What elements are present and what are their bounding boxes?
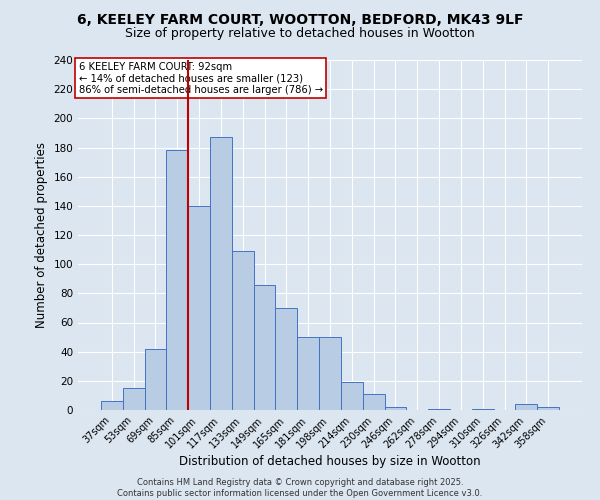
X-axis label: Distribution of detached houses by size in Wootton: Distribution of detached houses by size … <box>179 456 481 468</box>
Bar <box>101 401 123 410</box>
Text: 6, KEELEY FARM COURT, WOOTTON, BEDFORD, MK43 9LF: 6, KEELEY FARM COURT, WOOTTON, BEDFORD, … <box>77 12 523 26</box>
Text: Contains HM Land Registry data © Crown copyright and database right 2025.
Contai: Contains HM Land Registry data © Crown c… <box>118 478 482 498</box>
Bar <box>341 382 363 410</box>
Text: Size of property relative to detached houses in Wootton: Size of property relative to detached ho… <box>125 28 475 40</box>
Bar <box>537 407 559 410</box>
Bar <box>188 206 210 410</box>
Bar <box>385 407 406 410</box>
Bar <box>210 138 232 410</box>
Bar <box>515 404 537 410</box>
Bar <box>428 408 450 410</box>
Bar <box>254 284 275 410</box>
Bar <box>363 394 385 410</box>
Bar <box>319 337 341 410</box>
Bar <box>275 308 297 410</box>
Bar <box>123 388 145 410</box>
Bar <box>472 408 494 410</box>
Y-axis label: Number of detached properties: Number of detached properties <box>35 142 48 328</box>
Bar <box>232 251 254 410</box>
Bar <box>166 150 188 410</box>
Text: 6 KEELEY FARM COURT: 92sqm
← 14% of detached houses are smaller (123)
86% of sem: 6 KEELEY FARM COURT: 92sqm ← 14% of deta… <box>79 62 323 95</box>
Bar <box>145 349 166 410</box>
Bar <box>297 337 319 410</box>
